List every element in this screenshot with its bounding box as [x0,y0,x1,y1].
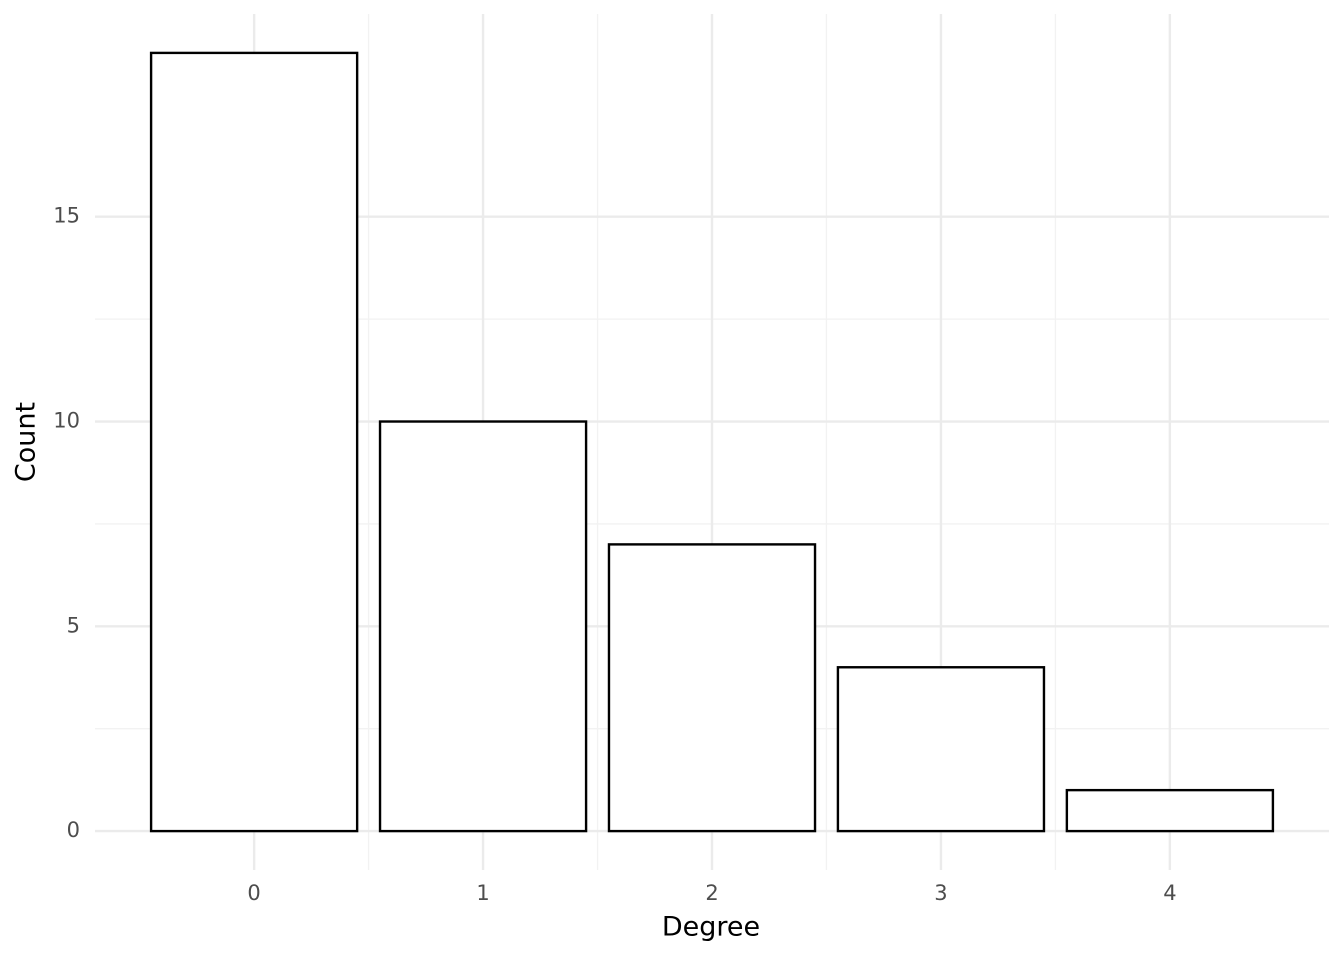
x-tick-label: 4 [1163,881,1176,905]
y-tick-label: 0 [67,818,80,842]
x-tick-label: 3 [934,881,947,905]
bar [1065,788,1275,833]
bar [607,543,817,833]
x-axis-title: Degree [662,912,760,943]
x-tick-label: 1 [476,881,489,905]
bar [378,420,588,833]
marks [149,51,1275,833]
x-tick-label: 0 [247,881,260,905]
bar [149,51,359,833]
y-tick-label: 10 [53,409,80,433]
y-tick-label: 5 [67,613,80,637]
x-tick-label: 2 [705,881,718,905]
bar [836,666,1046,833]
y-tick-label: 15 [53,204,80,228]
y-axis-title: Count [11,402,42,482]
